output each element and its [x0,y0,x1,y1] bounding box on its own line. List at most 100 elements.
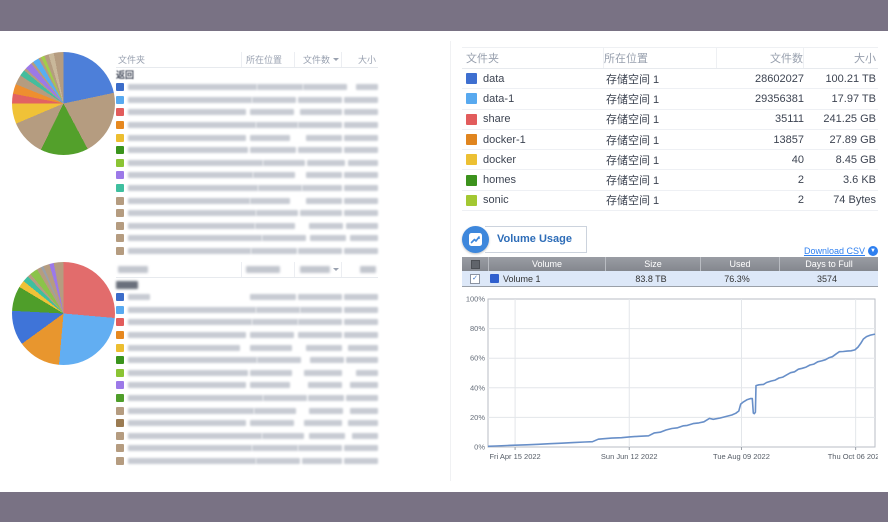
redacted-location [252,319,298,326]
redacted-row[interactable] [116,119,378,132]
redacted-location [251,248,298,255]
folder-list-table-top: 文件夹 所在位置 文件数 大小 返回 [116,52,379,258]
redacted-row[interactable] [116,304,378,317]
header-folder[interactable]: 文件夹 [466,53,499,65]
folder-color-swatch [466,154,477,166]
redacted-folder-name [128,109,246,116]
redacted-row[interactable] [116,442,378,455]
download-csv-icon[interactable]: ▼ [868,246,878,256]
redacted-row[interactable] [116,207,378,220]
redacted-row[interactable] [116,144,378,157]
volume-name-cell: Volume 1 [488,271,604,286]
download-csv-link[interactable]: Download CSV [803,246,865,256]
folder-row[interactable]: data 存储空间 1 28602027 100.21 TB [462,69,878,90]
redacted-row[interactable] [116,220,379,233]
folder-color-swatch [116,431,124,440]
header-location[interactable]: 所在位置 [241,52,294,67]
redacted-row[interactable] [116,291,378,304]
folder-size-pie-chart-bottom [12,262,115,365]
header-size[interactable]: 大小 [803,48,878,68]
sort-desc-icon [333,268,339,271]
header-count-redacted[interactable] [294,262,341,277]
redacted-row[interactable] [116,182,378,195]
folder-color-swatch [466,134,477,146]
header-folder[interactable]: 文件夹 [118,55,146,65]
redacted-row[interactable] [116,379,378,392]
folder-color-swatch [116,305,124,314]
redacted-row[interactable] [116,329,378,342]
folder-color-swatch [116,121,124,130]
redacted-size [344,185,378,192]
folder-color-swatch [466,93,477,105]
folder-row[interactable]: sonic 存储空间 1 2 74 Bytes [462,191,878,212]
folder-color-swatch [116,293,124,302]
folder-row[interactable]: share 存储空间 1 35111 241.25 GB [462,110,878,130]
redacted-folder-name [128,369,248,376]
volume-row[interactable]: ✓ Volume 1 83.8 TB 76.3% 3574 [462,271,878,287]
redacted-location [250,332,294,339]
header-location[interactable]: 所在位置 [603,48,716,68]
redacted-location [254,222,295,229]
redacted-count [298,147,342,154]
volume-checkbox[interactable]: ✓ [462,271,488,286]
redacted-location [250,420,294,427]
folder-row[interactable]: data-1 存储空间 1 29356381 17.97 TB [462,89,878,110]
redacted-location [257,84,304,91]
redacted-folder-name [128,84,258,91]
redacted-row[interactable] [116,417,378,430]
back-row-redacted[interactable] [116,278,378,291]
redacted-size [344,294,378,301]
select-all-checkbox[interactable] [462,257,489,271]
redacted-folder-name [128,332,246,339]
back-row[interactable]: 返回 [116,70,135,80]
redacted-row[interactable] [116,232,378,245]
redacted-count [300,109,342,116]
redacted-row[interactable] [116,392,378,405]
folder-row[interactable]: homes 存储空间 1 2 3.6 KB [462,170,878,191]
header-days-to-full[interactable]: Days to Full [805,259,853,269]
svg-text:20%: 20% [470,413,485,422]
redacted-location [256,357,301,364]
header-location-redacted[interactable] [241,262,294,277]
checkbox-icon [470,259,480,269]
header-count[interactable]: 文件数 [716,48,803,68]
redacted-row[interactable] [116,455,378,468]
header-volume[interactable]: Volume [489,257,606,271]
redacted-row[interactable] [116,430,378,443]
redacted-row[interactable] [116,94,378,107]
redacted-folder-name [128,407,254,414]
redacted-row[interactable] [116,354,379,367]
redacted-row[interactable] [116,245,378,258]
redacted-row[interactable] [116,131,378,144]
redacted-row[interactable] [116,157,378,170]
redacted-bar [246,266,280,273]
redacted-folder-name [128,395,264,402]
redacted-row[interactable] [116,404,378,417]
header-size[interactable]: Size [606,257,701,271]
redacted-row[interactable] [116,367,378,380]
redacted-count [309,357,344,364]
header-size[interactable]: 大小 [341,52,378,67]
folder-location: 存储空间 1 [606,154,660,167]
redacted-row[interactable] [116,169,378,182]
redacted-row[interactable] [116,81,378,94]
folder-color-swatch [466,113,477,125]
redacted-location [262,159,305,166]
redacted-count [298,248,342,255]
folder-size: 8.45 GB [835,153,876,166]
folder-row[interactable]: docker-1 存储空间 1 13857 27.89 GB [462,130,878,151]
folder-row[interactable]: docker 存储空间 1 40 8.45 GB [462,150,878,171]
folder-color-swatch [116,171,124,180]
redacted-folder-name [128,197,250,204]
svg-text:40%: 40% [470,383,485,392]
redacted-row[interactable] [116,194,378,207]
header-count[interactable]: 文件数 [294,52,341,67]
header-folder-redacted[interactable] [116,262,241,277]
redacted-row[interactable] [116,316,378,329]
redacted-row[interactable] [116,341,378,354]
folder-color-swatch [116,196,124,205]
redacted-folder-name [128,319,252,326]
header-size-redacted[interactable] [341,262,378,277]
header-used[interactable]: Used [701,257,780,271]
redacted-row[interactable] [116,106,378,119]
